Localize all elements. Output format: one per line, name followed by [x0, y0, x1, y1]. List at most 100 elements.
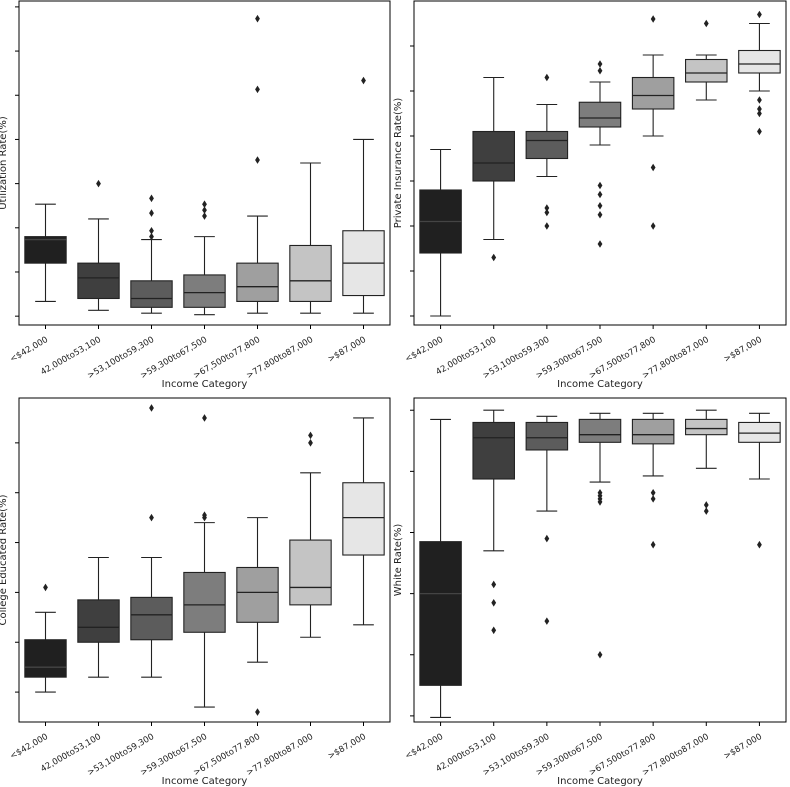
y-axis-label: Private Insurance Rate(%) [393, 98, 404, 229]
outlier-point [650, 15, 656, 23]
outlier-point [650, 222, 656, 230]
x-axis-label: Income Category [162, 379, 248, 390]
box-6 [685, 409, 728, 515]
outlier-point [703, 507, 709, 515]
outlier-point [202, 200, 207, 209]
outlier-point [491, 253, 497, 262]
box-4 [578, 60, 622, 248]
outlier-point [149, 513, 154, 522]
x-tick-label: >$87,000 [326, 732, 368, 762]
outlier-point [597, 240, 603, 248]
outlier-point [597, 66, 603, 75]
box-7 [342, 417, 385, 626]
chart-panel-4: <$42,00042,000to53,100>53,100to59,300>59… [393, 397, 787, 787]
iqr-box [236, 566, 279, 623]
iqr-box [183, 571, 226, 633]
box-6 [289, 162, 332, 314]
box-7 [738, 10, 781, 136]
outlier-point [703, 19, 709, 28]
iqr-box [24, 236, 67, 264]
iqr-box [77, 599, 120, 643]
iqr-box [738, 421, 781, 443]
box-4 [183, 200, 226, 316]
box-2 [472, 76, 515, 262]
x-axis-label: Income Category [557, 379, 643, 390]
outlier-point [255, 85, 260, 94]
iqr-box [130, 596, 173, 641]
outlier-point [650, 495, 656, 503]
outlier-point [597, 181, 603, 190]
outlier-point [491, 580, 497, 589]
x-tick-label: <$42,000 [8, 732, 50, 762]
outlier-point [255, 14, 260, 23]
outlier-point [491, 626, 497, 635]
x-tick-label: >$87,000 [722, 732, 764, 762]
y-axis-label: Utilization Rate(%) [0, 116, 9, 210]
chart-panel-1: <$42,00042,000to53,100>53,100to59,300>59… [0, 0, 391, 390]
iqr-box [685, 418, 728, 436]
x-tick-label: >$87,000 [326, 335, 368, 365]
outlier-point [544, 222, 550, 230]
box-1 [419, 418, 462, 718]
outlier-point [202, 206, 207, 214]
box-3 [130, 404, 173, 678]
outlier-point [757, 540, 762, 549]
box-5 [631, 15, 675, 230]
outlier-point [308, 439, 313, 447]
outlier-point [757, 105, 762, 113]
outlier-point [361, 76, 366, 85]
outlier-point [544, 617, 550, 625]
box-1 [419, 148, 462, 317]
y-axis-label: White Rate(%) [393, 524, 404, 597]
outlier-point [202, 414, 207, 422]
outlier-point [202, 511, 207, 519]
outlier-point [597, 488, 603, 497]
outlier-point [491, 598, 497, 607]
outlier-point [597, 210, 603, 219]
outlier-point [650, 540, 656, 549]
x-axis-label: Income Category [162, 776, 248, 787]
x-tick-label: <$42,000 [403, 732, 445, 762]
iqr-box [631, 76, 675, 110]
box-3 [525, 415, 569, 625]
x-axis-label: Income Category [557, 776, 643, 787]
outlier-point [544, 534, 550, 543]
iqr-box [525, 130, 569, 160]
x-tick-label: >$87,000 [722, 335, 764, 365]
iqr-box [342, 482, 385, 556]
axes-frame [413, 0, 787, 326]
outlier-point [255, 156, 260, 164]
box-5 [236, 14, 279, 314]
iqr-box [130, 280, 173, 308]
outlier-point [597, 201, 603, 210]
outlier-point [757, 10, 762, 19]
outlier-point [544, 73, 550, 82]
x-tick-label: <$42,000 [8, 335, 50, 365]
box-3 [130, 194, 173, 314]
iqr-box [419, 541, 462, 686]
outlier-point [597, 60, 603, 68]
iqr-box [578, 418, 622, 443]
box-2 [77, 556, 120, 678]
iqr-box [525, 421, 569, 451]
box-1 [24, 203, 67, 302]
box-6 [685, 19, 728, 101]
box-6 [289, 431, 332, 638]
box-4 [183, 414, 226, 708]
box-1 [24, 583, 67, 693]
outlier-point [650, 488, 656, 497]
iqr-box [578, 101, 622, 128]
iqr-box [738, 49, 781, 74]
box-7 [738, 412, 781, 549]
iqr-box [685, 58, 728, 83]
iqr-box [472, 421, 515, 480]
iqr-box [77, 262, 120, 300]
box-3 [525, 73, 569, 230]
chart-panel-2: <$42,00042,000to53,100>53,100to59,300>59… [393, 0, 787, 390]
outlier-point [149, 404, 154, 412]
iqr-box [236, 262, 279, 302]
iqr-box [289, 539, 332, 606]
outlier-point [757, 109, 762, 118]
iqr-box [183, 274, 226, 308]
